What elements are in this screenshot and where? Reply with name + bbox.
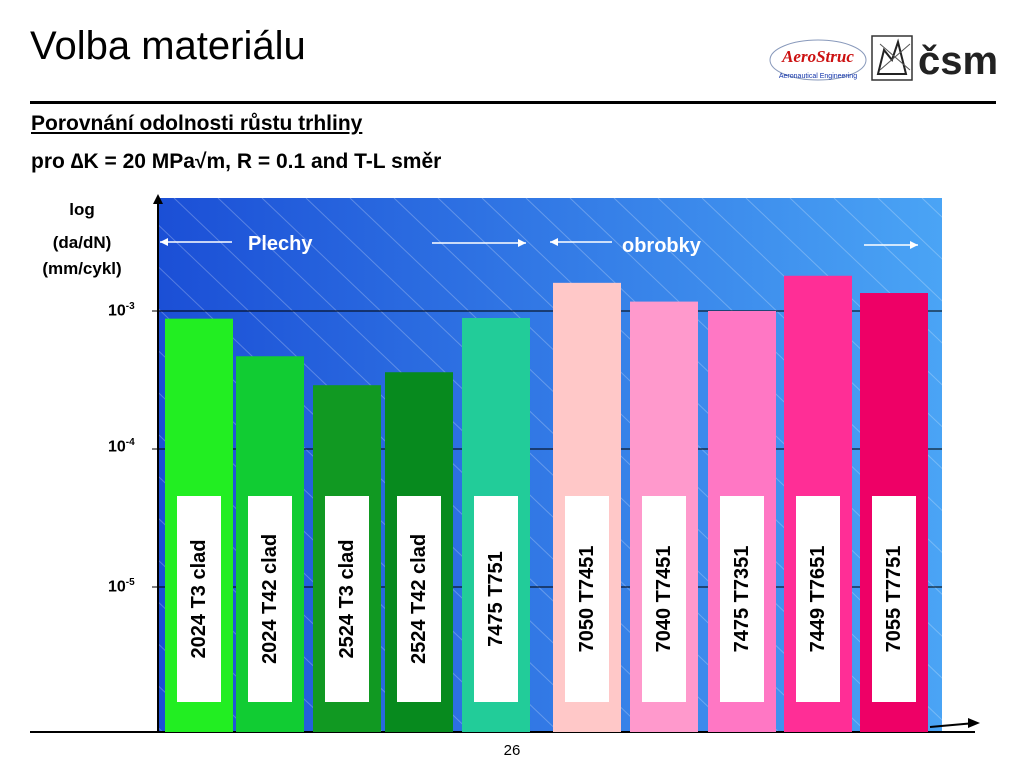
x-axis-arrow-icon bbox=[968, 718, 980, 728]
y-axis-label-line1: log bbox=[69, 200, 95, 219]
bar-label-box bbox=[325, 496, 369, 702]
slide-title: Volba materiálu bbox=[30, 24, 306, 68]
group-label: Plechy bbox=[248, 233, 313, 255]
lion-emblem-icon bbox=[871, 35, 913, 81]
bar-label-box bbox=[796, 496, 840, 702]
csm-logo: čsm bbox=[918, 39, 998, 83]
bar-label-box bbox=[177, 496, 221, 702]
y-axis-label-line3: (mm/cykl) bbox=[42, 259, 122, 278]
svg-text:AeroStruc: AeroStruc bbox=[781, 47, 854, 66]
y-tick-label: 10-3 bbox=[108, 301, 135, 320]
bar-category-label: 7475 T7351 bbox=[731, 546, 753, 653]
bar-category-label: 7055 T7751 bbox=[883, 546, 905, 653]
bar-label-box bbox=[248, 496, 292, 702]
bar-label-box bbox=[872, 496, 916, 702]
bar-label-box bbox=[720, 496, 764, 702]
bar-label-box bbox=[474, 496, 518, 702]
arrow-left-icon bbox=[550, 238, 558, 246]
arrow-right-icon bbox=[518, 239, 526, 247]
bar-category-label: 7449 T7651 bbox=[807, 546, 829, 653]
group-label: obrobky bbox=[622, 235, 702, 257]
y-tick-label: 10-4 bbox=[108, 437, 135, 456]
logo-group: AeroStruc Aeronautical Engineering čsm bbox=[769, 35, 998, 83]
y-axis-arrow-icon bbox=[153, 194, 163, 204]
x-axis-arrow-shaft bbox=[929, 722, 976, 728]
bar-category-label: 2524 T3 clad bbox=[336, 540, 358, 659]
chart-subtitle: Porovnání odolnosti růstu trhliny bbox=[31, 112, 363, 135]
bar-label-box bbox=[642, 496, 686, 702]
arrow-left-icon bbox=[160, 238, 168, 246]
svg-text:čsm: čsm bbox=[918, 39, 998, 83]
bar-label-box bbox=[565, 496, 609, 702]
bar-category-label: 7040 T7451 bbox=[653, 546, 675, 653]
bar-category-label: 7050 T7451 bbox=[576, 546, 598, 653]
bar-category-label: 2024 T3 clad bbox=[188, 540, 210, 659]
bar-category-label: 7475 T751 bbox=[485, 551, 507, 647]
bar-category-label: 2524 T42 clad bbox=[408, 534, 430, 664]
bar-label-box bbox=[397, 496, 441, 702]
y-axis-label-line2: (da/dN) bbox=[52, 233, 112, 252]
bar-category-label: 2024 T42 clad bbox=[259, 534, 281, 664]
title-rule bbox=[30, 101, 996, 104]
page-number: 26 bbox=[503, 742, 521, 759]
svg-text:Aeronautical Engineering: Aeronautical Engineering bbox=[779, 73, 857, 80]
chart-condition: pro ∆K = 20 MPa√m, R = 0.1 and T-L směr bbox=[31, 150, 442, 173]
arrow-right-icon bbox=[910, 241, 918, 249]
y-tick-label: 10-5 bbox=[108, 577, 135, 596]
aerostruc-logo: AeroStruc Aeronautical Engineering bbox=[769, 39, 867, 81]
